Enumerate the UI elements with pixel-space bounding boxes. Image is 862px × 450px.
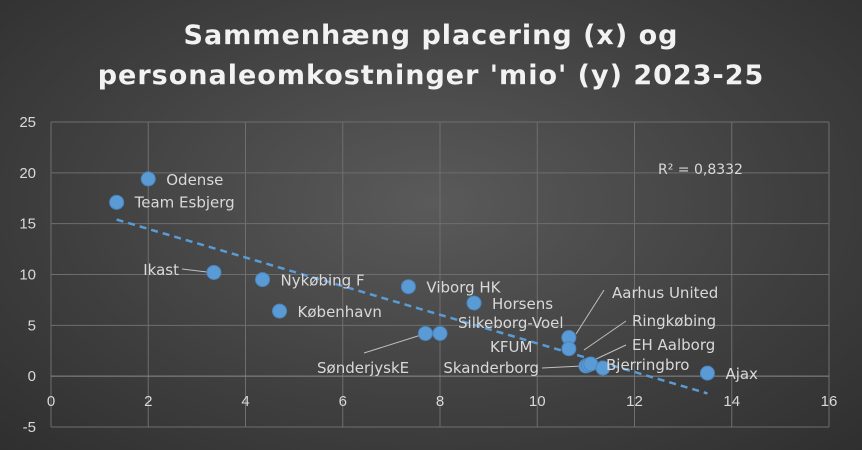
data-label: EH Aalborg [632, 336, 715, 354]
data-label: Silkeborg-Voel [458, 314, 564, 332]
gridlines [50, 121, 830, 428]
x-tick-label: 4 [241, 393, 249, 410]
y-tick-label: -5 [23, 419, 36, 436]
data-labels: Team Esbjerg Odense Ikast Nykøbing F Københa… [134, 171, 758, 383]
leader-line [541, 365, 583, 369]
leader-line [583, 320, 627, 351]
data-point [255, 272, 271, 288]
y-tick-label: 0 [28, 368, 36, 385]
leader-line [593, 344, 627, 361]
y-axis-ticks: 25 20 15 10 5 0 -5 [19, 114, 36, 436]
leader-line [181, 268, 208, 273]
x-tick-label: 12 [626, 393, 643, 410]
trendline-group [116, 218, 708, 395]
data-label: Aarhus United [612, 284, 718, 302]
chart-title-line-2: personaleomkostninger 'mio' (y) 2023-25 [97, 60, 765, 91]
y-tick-label: 10 [19, 267, 36, 284]
chart-title-line-1: Sammenhæng placering (x) og [183, 20, 679, 51]
r-squared-label: R² = 0,8332 [658, 162, 743, 178]
data-label: Bjerringbro [606, 356, 690, 374]
data-point [417, 325, 433, 341]
leader-line [363, 334, 422, 354]
data-label: Team Esbjerg [134, 193, 235, 211]
x-tick-label: 6 [339, 393, 347, 410]
data-label: Odense [166, 171, 223, 189]
y-tick-label: 20 [19, 165, 36, 182]
data-point [561, 341, 577, 357]
y-tick-label: 5 [28, 317, 36, 334]
data-label: Horsens [492, 295, 553, 313]
label-leader-lines [181, 268, 627, 369]
x-tick-label: 2 [144, 393, 152, 410]
data-label: KFUM [490, 338, 532, 356]
data-label: SønderjyskE [317, 359, 409, 377]
data-point [206, 264, 222, 280]
x-tick-label: 10 [529, 393, 546, 410]
x-tick-label: 14 [723, 393, 740, 410]
y-tick-label: 15 [19, 216, 36, 233]
data-label: Ikast [143, 261, 179, 279]
data-label: Ringkøbing [632, 312, 716, 330]
data-point [432, 325, 448, 341]
data-points [109, 171, 715, 381]
x-tick-label: 8 [436, 393, 444, 410]
data-point [400, 279, 416, 295]
x-tick-label: 0 [47, 393, 55, 410]
data-point [466, 295, 482, 311]
data-label: Nykøbing F [281, 272, 365, 290]
data-label: København [298, 303, 382, 321]
data-point [140, 171, 156, 187]
data-point [595, 360, 611, 376]
trendline [116, 218, 708, 395]
data-point [272, 303, 288, 319]
x-tick-label: 16 [821, 393, 838, 410]
data-label: Viborg HK [426, 279, 501, 297]
y-tick-label: 25 [19, 114, 36, 131]
data-label: Ajax [725, 365, 758, 383]
leader-line [575, 289, 605, 335]
data-point [109, 194, 125, 210]
data-point [699, 365, 715, 381]
x-axis-ticks: 0 2 4 6 8 10 12 14 16 [47, 393, 838, 410]
data-label: Skanderborg [443, 359, 539, 377]
